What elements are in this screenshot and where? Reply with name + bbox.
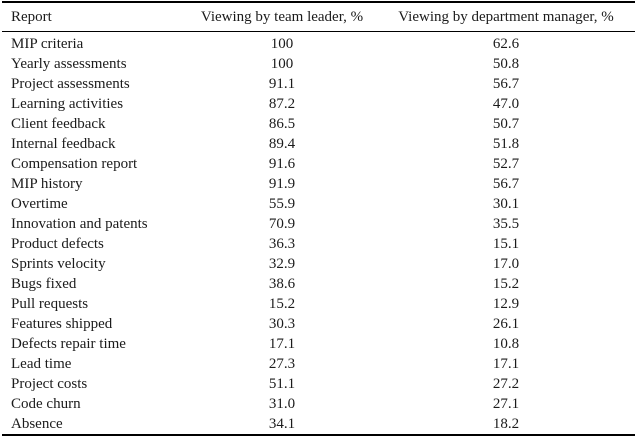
table-row: Project costs 51.1 27.2 <box>2 374 635 394</box>
cell-report-name: MIP criteria <box>11 36 84 52</box>
table-row: Product defects 36.3 15.1 <box>2 234 635 254</box>
cell-department-manager-percent: 56.7 <box>492 176 520 192</box>
cell-report-name: Code churn <box>11 396 81 412</box>
cell-team-leader-percent: 91.1 <box>268 76 296 92</box>
cell-department-manager-percent: 17.1 <box>492 356 520 372</box>
cell-report-name: Features shipped <box>11 316 113 332</box>
cell-report-name: Defects repair time <box>11 336 126 352</box>
table-row: Project assessments 91.1 56.7 <box>2 74 635 94</box>
cell-report-name: Compensation report <box>11 156 138 172</box>
cell-team-leader-percent: 87.2 <box>268 96 296 112</box>
cell-report-name: Absence <box>11 416 63 432</box>
table-row: MIP history 91.9 56.7 <box>2 174 635 194</box>
table-row: Lead time 27.3 17.1 <box>2 354 635 374</box>
table-row: Bugs fixed 38.6 15.2 <box>2 274 635 294</box>
cell-department-manager-percent: 47.0 <box>492 96 520 112</box>
cell-team-leader-percent: 100 <box>270 56 294 72</box>
cell-report-name: Internal feedback <box>11 136 116 152</box>
cell-team-leader-percent: 86.5 <box>268 116 296 132</box>
cell-report-name: Project assessments <box>11 76 130 92</box>
table-row: Yearly assessments 100 50.8 <box>2 54 635 74</box>
table-row: Sprints velocity 32.9 17.0 <box>2 254 635 274</box>
table-row: Defects repair time 17.1 10.8 <box>2 334 635 354</box>
cell-department-manager-percent: 26.1 <box>492 316 520 332</box>
cell-report-name: Innovation and patents <box>11 216 148 232</box>
cell-team-leader-percent: 36.3 <box>268 236 296 252</box>
table-row: Features shipped 30.3 26.1 <box>2 314 635 334</box>
table-header: Report Viewing by team leader, % Viewing… <box>2 2 635 32</box>
cell-department-manager-percent: 50.7 <box>492 116 520 132</box>
cell-department-manager-percent: 56.7 <box>492 76 520 92</box>
column-header-report: Report <box>2 2 187 32</box>
column-header-team-leader: Viewing by team leader, % <box>187 2 377 32</box>
table-row: Learning activities 87.2 47.0 <box>2 94 635 114</box>
cell-report-name: Product defects <box>11 236 104 252</box>
cell-department-manager-percent: 18.2 <box>492 416 520 432</box>
table-row: Overtime 55.9 30.1 <box>2 194 635 214</box>
cell-department-manager-percent: 15.1 <box>492 236 520 252</box>
cell-department-manager-percent: 12.9 <box>492 296 520 312</box>
table-row: MIP criteria 100 62.6 <box>2 32 635 55</box>
cell-team-leader-percent: 31.0 <box>268 396 296 412</box>
cell-department-manager-percent: 62.6 <box>492 36 520 52</box>
cell-department-manager-percent: 10.8 <box>492 336 520 352</box>
cell-report-name: Bugs fixed <box>11 276 77 292</box>
table-body: MIP criteria 100 62.6 Yearly assessments 100… <box>2 32 635 436</box>
cell-team-leader-percent: 51.1 <box>268 376 296 392</box>
cell-report-name: Overtime <box>11 196 68 212</box>
cell-department-manager-percent: 30.1 <box>492 196 520 212</box>
cell-report-name: Client feedback <box>11 116 106 132</box>
cell-report-name: Lead time <box>11 356 72 372</box>
table-row: Compensation report 91.6 52.7 <box>2 154 635 174</box>
cell-report-name: MIP history <box>11 176 83 192</box>
cell-department-manager-percent: 27.1 <box>492 396 520 412</box>
cell-report-name: Pull requests <box>11 296 89 312</box>
table-row: Innovation and patents 70.9 35.5 <box>2 214 635 234</box>
cell-report-name: Yearly assessments <box>11 56 127 72</box>
table-row: Code churn 31.0 27.1 <box>2 394 635 414</box>
cell-report-name: Learning activities <box>11 96 124 112</box>
cell-department-manager-percent: 50.8 <box>492 56 520 72</box>
cell-team-leader-percent: 100 <box>270 36 294 52</box>
cell-team-leader-percent: 17.1 <box>268 336 296 352</box>
cell-department-manager-percent: 35.5 <box>492 216 520 232</box>
column-header-department-manager: Viewing by department manager, % <box>377 2 635 32</box>
cell-department-manager-percent: 17.0 <box>492 256 520 272</box>
header-row: Report Viewing by team leader, % Viewing… <box>2 2 635 32</box>
cell-team-leader-percent: 89.4 <box>268 136 296 152</box>
cell-report-name: Project costs <box>11 376 88 392</box>
cell-department-manager-percent: 15.2 <box>492 276 520 292</box>
cell-team-leader-percent: 55.9 <box>268 196 296 212</box>
table-row: Pull requests 15.2 12.9 <box>2 294 635 314</box>
cell-team-leader-percent: 32.9 <box>268 256 296 272</box>
table-row: Internal feedback 89.4 51.8 <box>2 134 635 154</box>
cell-team-leader-percent: 15.2 <box>268 296 296 312</box>
cell-report-name: Sprints velocity <box>11 256 106 272</box>
cell-team-leader-percent: 38.6 <box>268 276 296 292</box>
cell-team-leader-percent: 30.3 <box>268 316 296 332</box>
cell-department-manager-percent: 27.2 <box>492 376 520 392</box>
table-row: Absence 34.1 18.2 <box>2 414 635 435</box>
cell-team-leader-percent: 70.9 <box>268 216 296 232</box>
cell-team-leader-percent: 91.9 <box>268 176 296 192</box>
cell-team-leader-percent: 27.3 <box>268 356 296 372</box>
cell-team-leader-percent: 34.1 <box>268 416 296 432</box>
cell-department-manager-percent: 52.7 <box>492 156 520 172</box>
table-row: Client feedback 86.5 50.7 <box>2 114 635 134</box>
cell-department-manager-percent: 51.8 <box>492 136 520 152</box>
cell-team-leader-percent: 91.6 <box>268 156 296 172</box>
